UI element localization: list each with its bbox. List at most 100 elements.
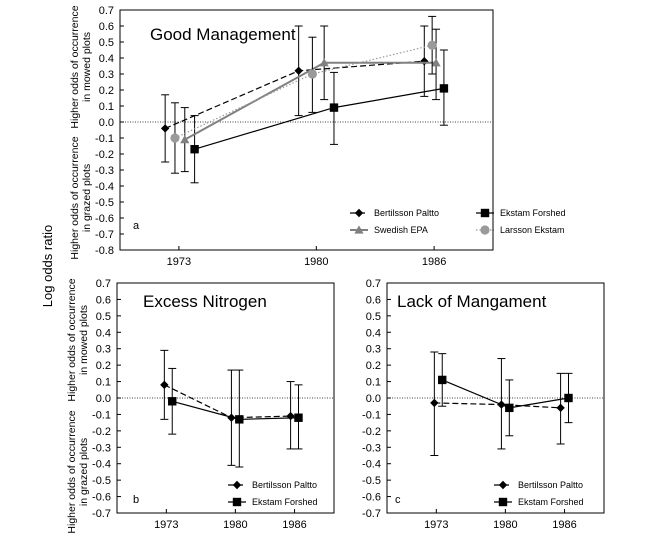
y-tick-label: 0.6 bbox=[366, 294, 381, 306]
x-tick-label: 1980 bbox=[493, 519, 517, 531]
legend-entry: Ekstam Forshed bbox=[476, 208, 566, 218]
data-point bbox=[190, 145, 199, 154]
side-label-line: Higher odds of occurrence bbox=[69, 136, 81, 259]
side-label-line: in mowed plots bbox=[81, 32, 93, 102]
y-tick-label: 0.3 bbox=[96, 344, 111, 356]
y-tick-label: -0.3 bbox=[362, 442, 381, 454]
y-tick-label: 0.2 bbox=[366, 360, 381, 372]
legend-entry: Bertilsson Paltto bbox=[350, 208, 439, 218]
legend-entry: Bertilsson Paltto bbox=[494, 480, 583, 490]
series-larsson-ekstam bbox=[170, 15, 437, 174]
panel-excess-nitrogen: 0.7 0.6 0.5 0.4 0.3 0.2 0.1 0.0 -0.1 -0.2 -0.3 -0.4… bbox=[66, 278, 335, 534]
data-point bbox=[427, 40, 437, 50]
side-label-line: in grazed plots bbox=[81, 164, 93, 232]
y-tick-label: -0.7 bbox=[362, 508, 381, 520]
data-point bbox=[438, 375, 447, 385]
data-point bbox=[329, 103, 339, 112]
y-tick-label: -0.7 bbox=[92, 508, 111, 520]
series-ekstam-forshed bbox=[168, 367, 303, 468]
legend-label: Bertilsson Paltto bbox=[518, 480, 583, 490]
y-tick-label: 0.6 bbox=[96, 294, 111, 306]
y-tick-label: 0.3 bbox=[366, 344, 381, 356]
x-tick-label: 1973 bbox=[424, 519, 448, 531]
data-point bbox=[556, 403, 565, 413]
y-tick-label: 0.3 bbox=[99, 69, 114, 81]
panel-title: Excess Nitrogen bbox=[143, 292, 267, 311]
x-tick-label: 1980 bbox=[304, 256, 328, 268]
data-point bbox=[564, 393, 573, 403]
y-tick-label: -0.3 bbox=[92, 442, 111, 454]
y-tick-label: -0.6 bbox=[95, 213, 114, 225]
side-label-line: Higher odds of occurrence bbox=[69, 5, 81, 128]
series-bertilsson-paltto bbox=[160, 349, 295, 466]
x-tick-label: 1986 bbox=[422, 256, 446, 268]
data-point bbox=[505, 403, 514, 413]
y-tick-label: 0.7 bbox=[366, 278, 381, 290]
legend-label: Bertilsson Paltto bbox=[374, 208, 439, 218]
y-tick-label: 0.1 bbox=[96, 377, 111, 389]
y-tick-label: 0.5 bbox=[99, 37, 114, 49]
y-tick-label: -0.5 bbox=[95, 197, 114, 209]
side-label-line: in mowed plots bbox=[78, 305, 90, 375]
y-tick-label: -0.1 bbox=[362, 409, 381, 421]
data-point bbox=[168, 397, 177, 406]
legend-entry: Bertilsson Paltto bbox=[228, 480, 317, 490]
y-tick-label: 0.7 bbox=[99, 5, 114, 17]
y-axis-title: Log odds ratio bbox=[40, 225, 55, 307]
x-tick-label: 1973 bbox=[167, 256, 191, 268]
series-bertilsson-paltto bbox=[430, 351, 565, 456]
legend-label: Bertilsson Paltto bbox=[252, 480, 317, 490]
legend-marker bbox=[354, 208, 364, 218]
panel-good-management: 0.7 0.6 0.5 0.4 0.3 0.2 0.1 0.0 -0.1 -0.2 -0.3 -0.4… bbox=[69, 5, 566, 268]
data-point bbox=[160, 124, 170, 133]
y-tick-label: 0.0 bbox=[96, 393, 111, 405]
side-label: Higher odds of occurrencein mowed plots bbox=[66, 278, 90, 401]
y-tick-label: -0.4 bbox=[362, 459, 381, 471]
y-tick-label: 0.0 bbox=[366, 393, 381, 405]
data-point bbox=[294, 66, 303, 75]
data-point bbox=[294, 413, 303, 422]
y-tick-label: 0.1 bbox=[366, 377, 381, 389]
y-tick-label: -0.8 bbox=[95, 245, 114, 257]
side-label: Higher odds of occurrencein grazed plots bbox=[69, 136, 93, 259]
y-tick-label: 0.4 bbox=[99, 53, 114, 65]
legend-marker bbox=[354, 225, 364, 234]
series-bertilsson-paltto bbox=[160, 25, 429, 163]
data-point bbox=[180, 135, 190, 144]
y-tick-label: 0.0 bbox=[99, 117, 114, 129]
side-label: Higher odds of occurrencein grazed plots bbox=[66, 410, 90, 533]
y-tick-label: 0.5 bbox=[366, 311, 381, 323]
series-swedish-epa bbox=[180, 25, 441, 173]
y-tick-label: -0.5 bbox=[92, 475, 111, 487]
data-point bbox=[307, 69, 317, 79]
legend-label: Ekstam Forshed bbox=[252, 497, 318, 507]
series-ekstam-forshed bbox=[190, 49, 449, 184]
y-tick-label: -0.4 bbox=[95, 181, 114, 193]
x-tick-label: 1986 bbox=[282, 519, 306, 531]
legend-label: Ekstam Forshed bbox=[518, 497, 584, 507]
side-label: Higher odds of occurrencein mowed plots bbox=[69, 5, 93, 128]
x-tick-label: 1980 bbox=[223, 519, 247, 531]
series-ekstam-forshed bbox=[438, 353, 573, 437]
legend-entry: Ekstam Forshed bbox=[228, 497, 318, 507]
legend-marker bbox=[232, 497, 242, 507]
data-point bbox=[430, 398, 439, 408]
legend-label: Larsson Ekstam bbox=[500, 225, 565, 235]
panel-title: Good Management bbox=[150, 25, 296, 44]
y-tick-label: -0.2 bbox=[92, 426, 111, 438]
legend-entry: Larsson Ekstam bbox=[476, 225, 565, 235]
y-tick-label: -0.2 bbox=[95, 149, 114, 161]
panel-letter: a bbox=[133, 220, 140, 232]
panel-letter: c bbox=[395, 494, 401, 506]
data-point bbox=[286, 411, 295, 421]
y-tick-label: -0.4 bbox=[92, 459, 111, 471]
data-point bbox=[420, 57, 429, 66]
series-line bbox=[164, 60, 425, 129]
legend-marker bbox=[498, 480, 508, 490]
panel-lack-of-management: 0.7 0.6 0.5 0.4 0.3 0.2 0.1 0.0 -0.1 -0.2 -0.3 -0.4… bbox=[362, 278, 605, 531]
y-tick-label: -0.1 bbox=[92, 409, 111, 421]
y-tick-label: -0.6 bbox=[362, 492, 381, 504]
data-point bbox=[431, 58, 441, 67]
y-tick-label: -0.1 bbox=[95, 133, 114, 145]
